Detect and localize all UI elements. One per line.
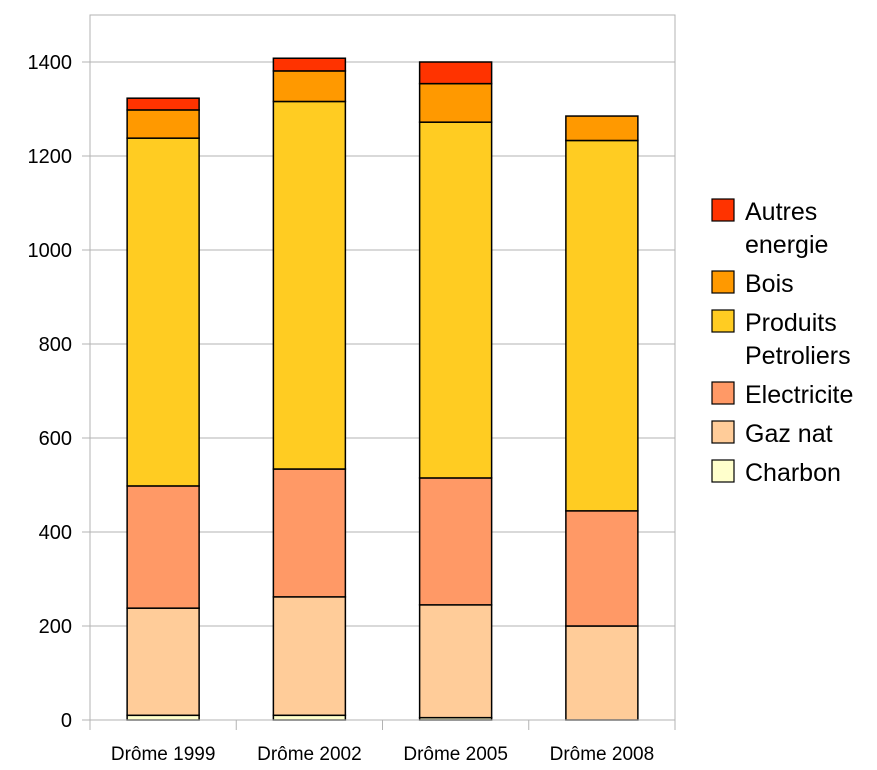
- x-axis-ticks: Drôme 1999 Drôme 2002 Drôme 2005 Drôme 2008: [89, 720, 676, 765]
- legend-label: Electricite: [745, 381, 853, 409]
- bar-segment: [272, 70, 347, 103]
- bar-segment: [126, 137, 200, 487]
- legend-label-line: Autres: [745, 198, 817, 226]
- bar-segment: [565, 510, 639, 627]
- legend-label: Bois: [745, 270, 794, 298]
- legend-label: Charbon: [745, 459, 841, 487]
- bar-segment: [418, 82, 493, 123]
- bar-segment: [418, 477, 493, 606]
- legend-label: Produits Petroliers: [745, 309, 851, 370]
- x-tick-label: Drôme 1999: [111, 744, 216, 765]
- legend-swatch: [711, 381, 735, 405]
- y-tick-label: 200: [39, 616, 72, 638]
- legend-swatch: [711, 198, 735, 222]
- y-tick-label: 0: [61, 710, 72, 732]
- y-tick-label: 1400: [28, 52, 73, 74]
- bar-segment: [272, 596, 347, 717]
- y-tick-label: 1000: [28, 240, 73, 262]
- x-tick-label: Drôme 2002: [257, 744, 362, 765]
- legend-swatch: [711, 309, 735, 333]
- bar-segment: [126, 607, 200, 717]
- y-axis-ticks: 0 200 400 600 800 1000 1200 1400: [28, 52, 90, 732]
- bar-segment: [272, 57, 347, 72]
- bar-stacks: [126, 57, 639, 721]
- legend-label-line: energie: [745, 231, 828, 259]
- y-tick-label: 800: [39, 334, 72, 356]
- bar-segment: [418, 121, 493, 479]
- legend-label-line: Produits: [745, 309, 837, 337]
- bar-segment: [126, 97, 200, 111]
- bar-segment: [272, 468, 347, 598]
- bar-segment: [565, 625, 639, 721]
- y-tick-label: 1200: [28, 146, 73, 168]
- legend-swatch: [711, 459, 735, 483]
- bar-segment: [126, 485, 200, 609]
- y-tick-label: 600: [39, 428, 72, 450]
- legend: Autres energie Bois Produits Petroliers Elect…: [711, 198, 853, 487]
- bar-segment: [565, 115, 639, 142]
- bar-segment: [565, 139, 639, 512]
- legend-label: Gaz nat: [745, 420, 833, 448]
- y-tick-label: 400: [39, 522, 72, 544]
- bar-segment: [418, 604, 493, 719]
- legend-label: Autres energie: [745, 198, 828, 259]
- x-tick-label: Drôme 2005: [403, 744, 508, 765]
- bar-segment: [126, 109, 200, 139]
- legend-swatch: [711, 420, 735, 444]
- legend-label-line: Petroliers: [745, 342, 851, 370]
- bar-segment: [272, 100, 347, 470]
- x-tick-label: Drôme 2008: [550, 744, 655, 765]
- legend-swatch: [711, 270, 735, 294]
- bar-segment: [418, 61, 493, 85]
